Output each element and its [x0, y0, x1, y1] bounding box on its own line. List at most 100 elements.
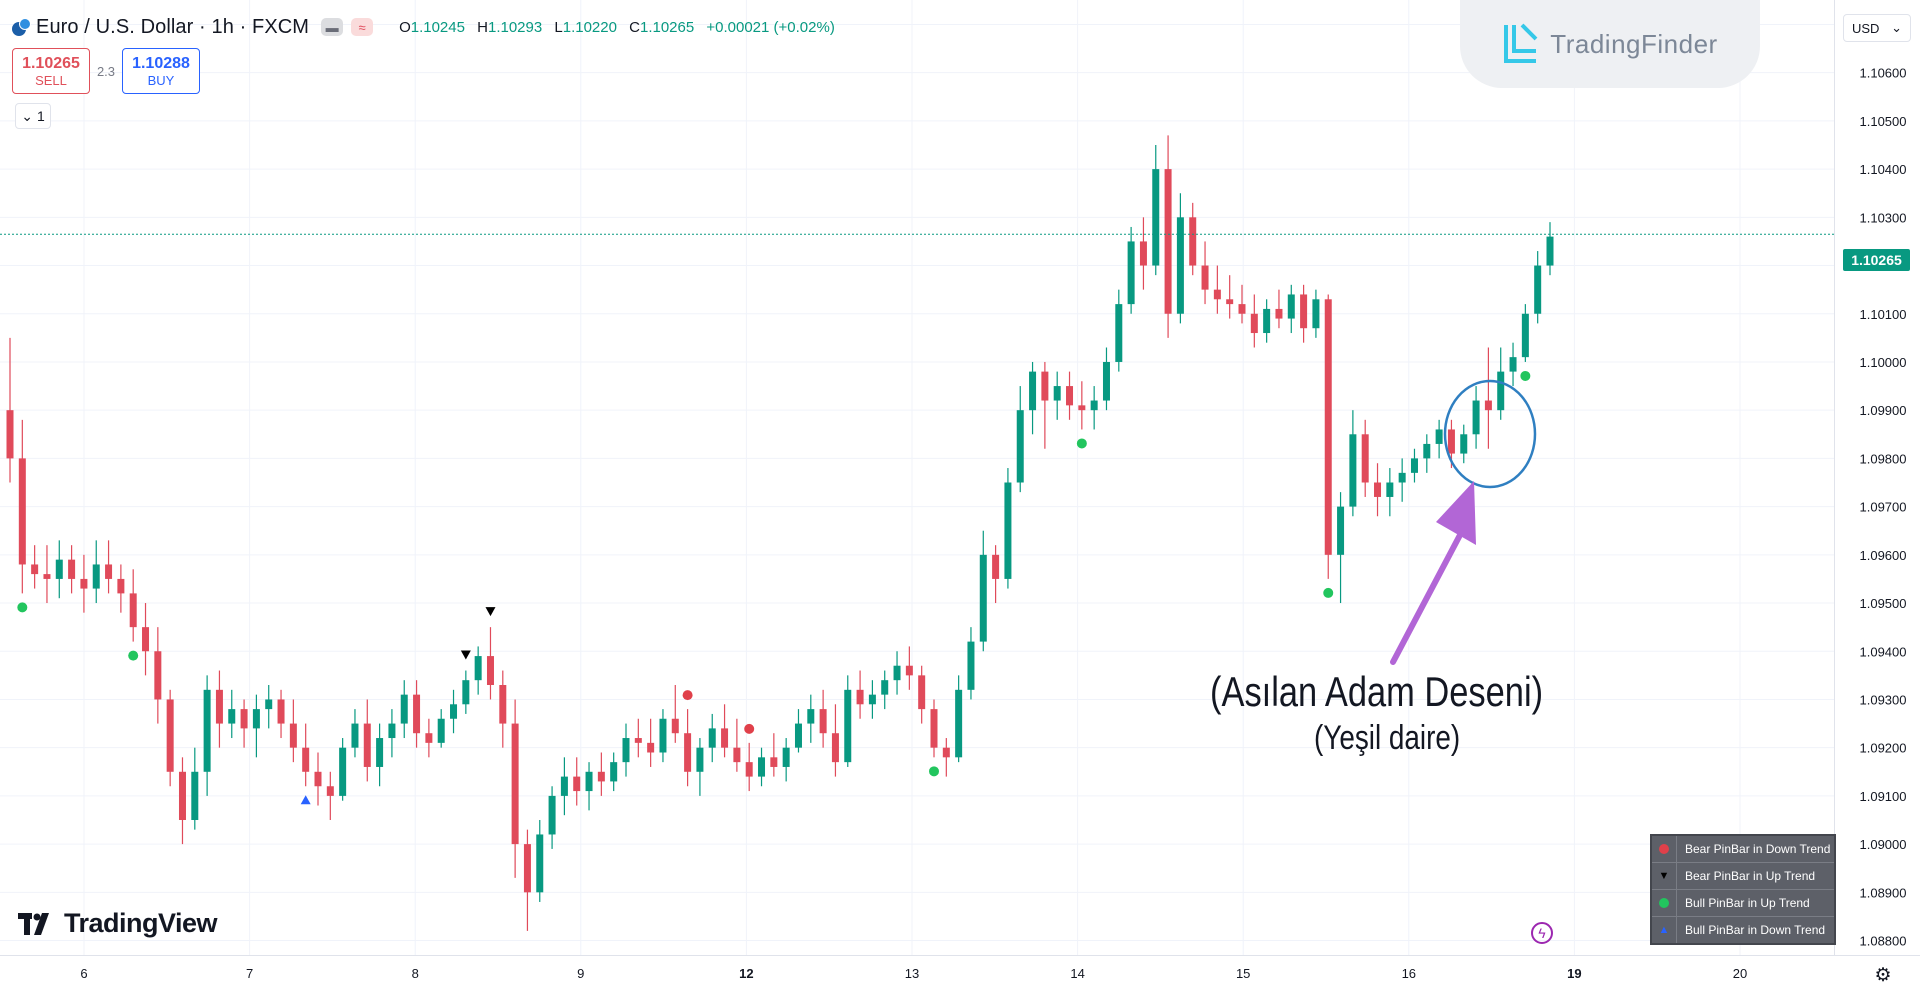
- time-tick-label: 6: [80, 966, 87, 981]
- candle-body: [536, 834, 544, 893]
- candle-body: [203, 689, 211, 772]
- buy-price: 1.10288: [132, 54, 190, 72]
- settings-gear-icon[interactable]: ⚙: [1874, 964, 1892, 986]
- chevron-down-icon: ⌄: [21, 107, 33, 124]
- tradingview-logo-icon: [18, 912, 49, 935]
- candle-body: [684, 733, 692, 772]
- highlight-circle: [1443, 379, 1537, 489]
- candle-body: [1263, 308, 1271, 334]
- price-tick-label: 1.09300: [1860, 692, 1907, 707]
- candle-body: [721, 728, 729, 748]
- price-axis[interactable]: 1.106001.105001.104001.103001.102001.101…: [1834, 0, 1920, 955]
- candle-body: [18, 458, 26, 565]
- candle-body: [80, 578, 88, 589]
- candle-body: [955, 689, 963, 758]
- candle-body: [1029, 371, 1037, 411]
- legend-item: ▲ Bull PinBar in Down Trend: [1652, 917, 1834, 943]
- candle-body: [117, 578, 125, 594]
- candle-body: [1337, 506, 1345, 555]
- candle-body: [758, 757, 766, 777]
- lightning-icon[interactable]: ϟ: [1531, 922, 1553, 944]
- price-tick-label: 1.09500: [1860, 596, 1907, 611]
- annotation-arrow-shaft: [1390, 532, 1463, 665]
- minus-icon[interactable]: ▬: [321, 18, 344, 36]
- candle-body: [191, 771, 199, 820]
- candle-body: [1090, 400, 1098, 411]
- candle-body: [363, 723, 371, 767]
- price-tick-label: 1.09900: [1860, 403, 1907, 418]
- wave-icon[interactable]: ≈: [351, 18, 374, 36]
- candle-body: [794, 723, 802, 748]
- indicator-count: 1: [36, 108, 45, 124]
- candle-body: [1127, 241, 1135, 305]
- candle-body: [1041, 371, 1049, 401]
- candle-body: [634, 738, 642, 743]
- candle-body: [967, 641, 975, 690]
- open-value: 1.10245: [410, 18, 465, 36]
- currency-selector[interactable]: USD ⌄: [1843, 14, 1911, 42]
- candle-body: [745, 762, 753, 777]
- candle-body: [597, 771, 605, 782]
- tradingfinder-logo-icon: [1504, 23, 1538, 63]
- spread-value: 2.3: [96, 63, 116, 79]
- candle-body: [1238, 304, 1246, 314]
- candle-body: [511, 723, 519, 845]
- signal-legend: Bear PinBar in Down Trend ▼ Bear PinBar …: [1650, 834, 1836, 945]
- candle-body: [1250, 313, 1258, 334]
- candle-body: [1324, 299, 1332, 555]
- candle-body: [930, 709, 938, 748]
- time-tick-label: 14: [1070, 966, 1084, 981]
- candle-body: [1139, 241, 1147, 266]
- time-tick-label: 19: [1567, 966, 1581, 981]
- candle-body: [1226, 299, 1234, 305]
- candle-body: [1189, 217, 1197, 266]
- bear-pinbar-down-marker: [682, 690, 693, 701]
- bull-pinbar-up-marker: [1520, 370, 1531, 381]
- bull-pinbar-down-marker: [300, 795, 311, 805]
- candle-body: [893, 665, 901, 681]
- candle-body: [142, 627, 150, 652]
- candle-body: [31, 564, 39, 575]
- time-tick-label: 8: [412, 966, 419, 981]
- candle-body: [413, 694, 421, 734]
- candle-body: [881, 680, 889, 695]
- legend-item: Bull PinBar in Up Trend: [1652, 890, 1834, 917]
- candle-body: [573, 776, 581, 792]
- candle-body: [166, 699, 174, 772]
- candle-body: [979, 554, 987, 642]
- collapse-indicators-button[interactable]: ⌄ 1: [15, 103, 51, 129]
- legend-item: Bear PinBar in Down Trend: [1652, 836, 1834, 863]
- candle-body: [68, 559, 76, 579]
- candle-body: [1213, 289, 1221, 300]
- buy-button[interactable]: 1.10288 BUY: [122, 48, 200, 94]
- candle-body: [1534, 265, 1542, 314]
- tradingview-logo[interactable]: TradingView: [18, 908, 218, 939]
- bear-pinbar-up-marker: [460, 650, 471, 660]
- sell-button[interactable]: 1.10265 SELL: [12, 48, 90, 94]
- candle-body: [1521, 313, 1529, 358]
- candle-body: [43, 574, 51, 579]
- candle-body: [671, 718, 679, 734]
- candle-body: [905, 665, 913, 676]
- candle-body: [55, 559, 63, 579]
- price-tick-label: 1.10100: [1860, 307, 1907, 322]
- candle-body: [1078, 405, 1086, 411]
- candle-body: [1312, 299, 1320, 329]
- candle-body: [1386, 482, 1394, 497]
- currency-label: USD: [1852, 20, 1880, 36]
- candle-body: [92, 564, 100, 589]
- candle-body: [647, 742, 655, 753]
- grid-lines: [0, 0, 1834, 955]
- buy-label: BUY: [147, 72, 175, 88]
- candle-body: [129, 593, 137, 628]
- candle-body: [1361, 434, 1369, 483]
- legend-label: Bull PinBar in Up Trend: [1685, 896, 1810, 910]
- symbol-title[interactable]: Euro / U.S. Dollar · 1h · FXCM: [36, 15, 310, 38]
- candle-body: [105, 564, 113, 579]
- price-tick-label: 1.10500: [1860, 114, 1907, 129]
- candle-body: [992, 554, 1000, 579]
- time-axis[interactable]: 6 7 8 9 12 13 14 15 16 19 20: [0, 955, 1920, 998]
- candle-body: [228, 709, 236, 724]
- tradingfinder-watermark: TradingFinder: [1460, 0, 1760, 88]
